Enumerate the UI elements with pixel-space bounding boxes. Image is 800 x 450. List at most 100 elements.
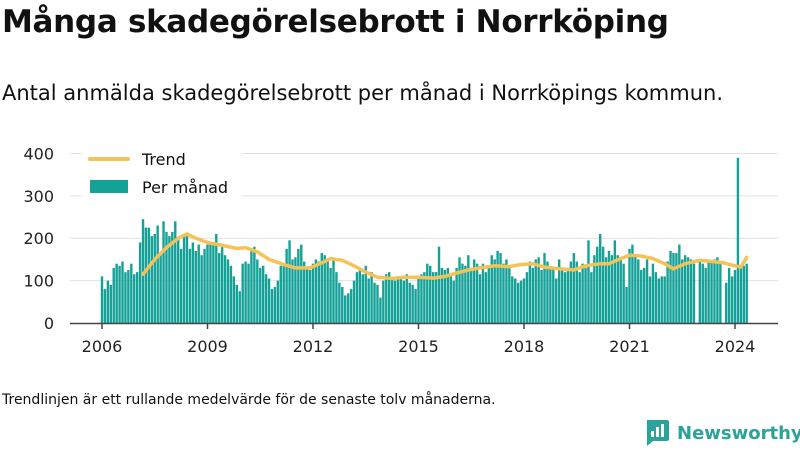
bar xyxy=(341,286,344,323)
bar xyxy=(305,267,309,323)
bar xyxy=(179,248,183,323)
bar xyxy=(446,267,449,323)
bar xyxy=(560,267,564,323)
bar xyxy=(587,240,590,323)
x-tick-label: 2018 xyxy=(504,337,545,356)
bar xyxy=(651,263,655,323)
bar xyxy=(396,276,400,323)
x-tick-label: 2012 xyxy=(293,337,334,356)
trend-line xyxy=(141,232,749,281)
bar xyxy=(730,276,734,323)
bar xyxy=(291,259,294,323)
bar xyxy=(355,272,359,323)
bar xyxy=(472,259,476,323)
bar xyxy=(707,261,710,323)
bar xyxy=(593,255,596,323)
x-tick-label: 2006 xyxy=(82,337,123,356)
bar xyxy=(188,248,192,323)
bar xyxy=(511,276,514,323)
bar xyxy=(443,270,447,323)
y-tick-label: 200 xyxy=(23,229,54,248)
bar xyxy=(534,259,537,323)
bar xyxy=(546,261,549,323)
bar xyxy=(408,282,411,323)
brand: Newsworthy xyxy=(644,419,800,447)
bar xyxy=(405,274,408,323)
bar xyxy=(736,157,740,323)
bar xyxy=(525,272,529,323)
bar xyxy=(259,267,262,323)
bar xyxy=(332,259,335,323)
bar xyxy=(267,278,271,323)
bar xyxy=(226,259,230,323)
bar xyxy=(704,267,707,323)
bar xyxy=(493,259,496,323)
bar xyxy=(522,278,526,323)
bar xyxy=(106,280,110,323)
bar xyxy=(212,244,215,323)
bar xyxy=(692,263,696,323)
bar xyxy=(387,272,391,323)
bar xyxy=(745,263,748,323)
bar xyxy=(654,272,658,323)
bar xyxy=(376,284,379,323)
bar xyxy=(176,238,180,323)
bar xyxy=(531,267,534,323)
bar xyxy=(663,276,666,323)
bar xyxy=(165,231,168,323)
bar xyxy=(666,261,669,323)
bar xyxy=(367,278,370,323)
bar xyxy=(358,267,362,323)
bar xyxy=(619,257,622,323)
bar xyxy=(379,297,382,323)
x-tick-label: 2009 xyxy=(187,337,228,356)
bar xyxy=(543,253,546,323)
bar xyxy=(241,263,244,323)
bar xyxy=(481,263,485,323)
bar xyxy=(725,282,728,323)
bar xyxy=(719,263,722,323)
bar xyxy=(604,257,608,323)
bar xyxy=(686,257,690,323)
y-axis-ticks: 0 100 200 300 400 xyxy=(23,144,54,333)
bar xyxy=(244,261,247,323)
bar xyxy=(434,272,438,323)
bars xyxy=(100,157,748,323)
bar xyxy=(344,295,347,323)
bar xyxy=(311,263,315,323)
bar xyxy=(689,259,693,323)
bar xyxy=(613,240,617,323)
bar xyxy=(584,267,587,323)
bar xyxy=(238,291,241,323)
bar xyxy=(426,263,429,323)
bar xyxy=(370,272,373,323)
bar xyxy=(112,267,115,323)
bar xyxy=(171,231,174,323)
bar xyxy=(197,244,200,323)
bar xyxy=(159,253,162,323)
bar xyxy=(115,263,118,323)
bar xyxy=(300,244,303,323)
bar xyxy=(739,267,743,323)
bar xyxy=(385,274,388,323)
bar xyxy=(133,274,136,323)
bar xyxy=(440,267,444,323)
bar xyxy=(455,267,458,323)
bar xyxy=(185,236,189,323)
bar xyxy=(109,284,112,323)
bar xyxy=(393,280,397,323)
bar xyxy=(516,282,520,323)
bar xyxy=(470,267,473,323)
bar xyxy=(223,255,227,323)
bar xyxy=(610,255,614,323)
bar xyxy=(487,267,491,323)
bar xyxy=(261,265,265,323)
bar xyxy=(437,246,441,323)
bar xyxy=(288,240,291,323)
bar xyxy=(100,276,104,323)
bar xyxy=(431,272,435,323)
bar xyxy=(314,259,318,323)
bar xyxy=(678,244,681,323)
bar xyxy=(742,265,745,323)
